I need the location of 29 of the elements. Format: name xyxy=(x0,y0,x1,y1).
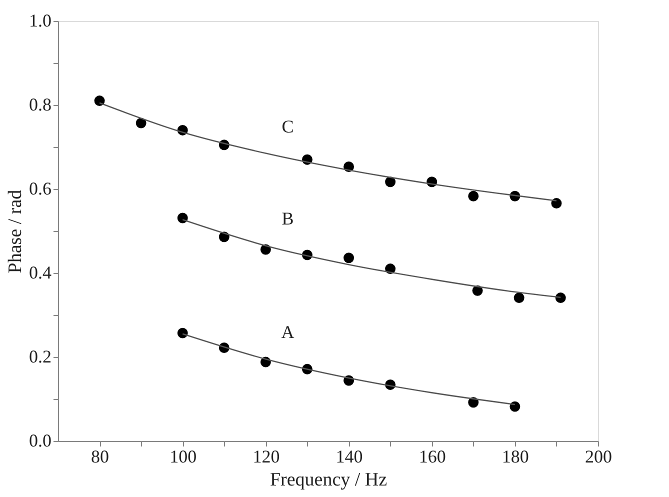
point xyxy=(344,252,354,264)
y-tick-label: 0.6 xyxy=(29,178,52,198)
x-axis-title: Frequency / Hz xyxy=(270,470,388,490)
y-tick-label: 1.0 xyxy=(29,10,52,30)
x-tick-label: 120 xyxy=(252,446,280,466)
point xyxy=(385,176,396,188)
point xyxy=(468,190,479,202)
x-tick-label: 200 xyxy=(585,446,612,466)
series-label: B xyxy=(282,208,294,229)
y-tick-label: 0.2 xyxy=(29,346,52,366)
y-tick-label: 0.0 xyxy=(29,430,52,450)
x-tick-label: 180 xyxy=(502,446,529,466)
point xyxy=(136,118,146,128)
y-tick-label: 0.4 xyxy=(29,262,52,282)
point xyxy=(555,292,566,304)
point xyxy=(510,401,520,412)
point xyxy=(514,292,524,304)
x-tick-label: 80 xyxy=(91,446,110,466)
point xyxy=(177,212,188,224)
point xyxy=(94,96,105,106)
x-tick-label: 160 xyxy=(418,446,446,466)
x-tick-label: 100 xyxy=(170,446,197,466)
point xyxy=(551,198,562,209)
y-axis-title: Phase / rad xyxy=(5,189,26,274)
series-label: C xyxy=(282,116,294,136)
y-tick-label: 0.8 xyxy=(29,94,52,114)
x-tick-label: 140 xyxy=(336,446,363,466)
point xyxy=(177,328,188,338)
series-label: A xyxy=(281,322,294,342)
